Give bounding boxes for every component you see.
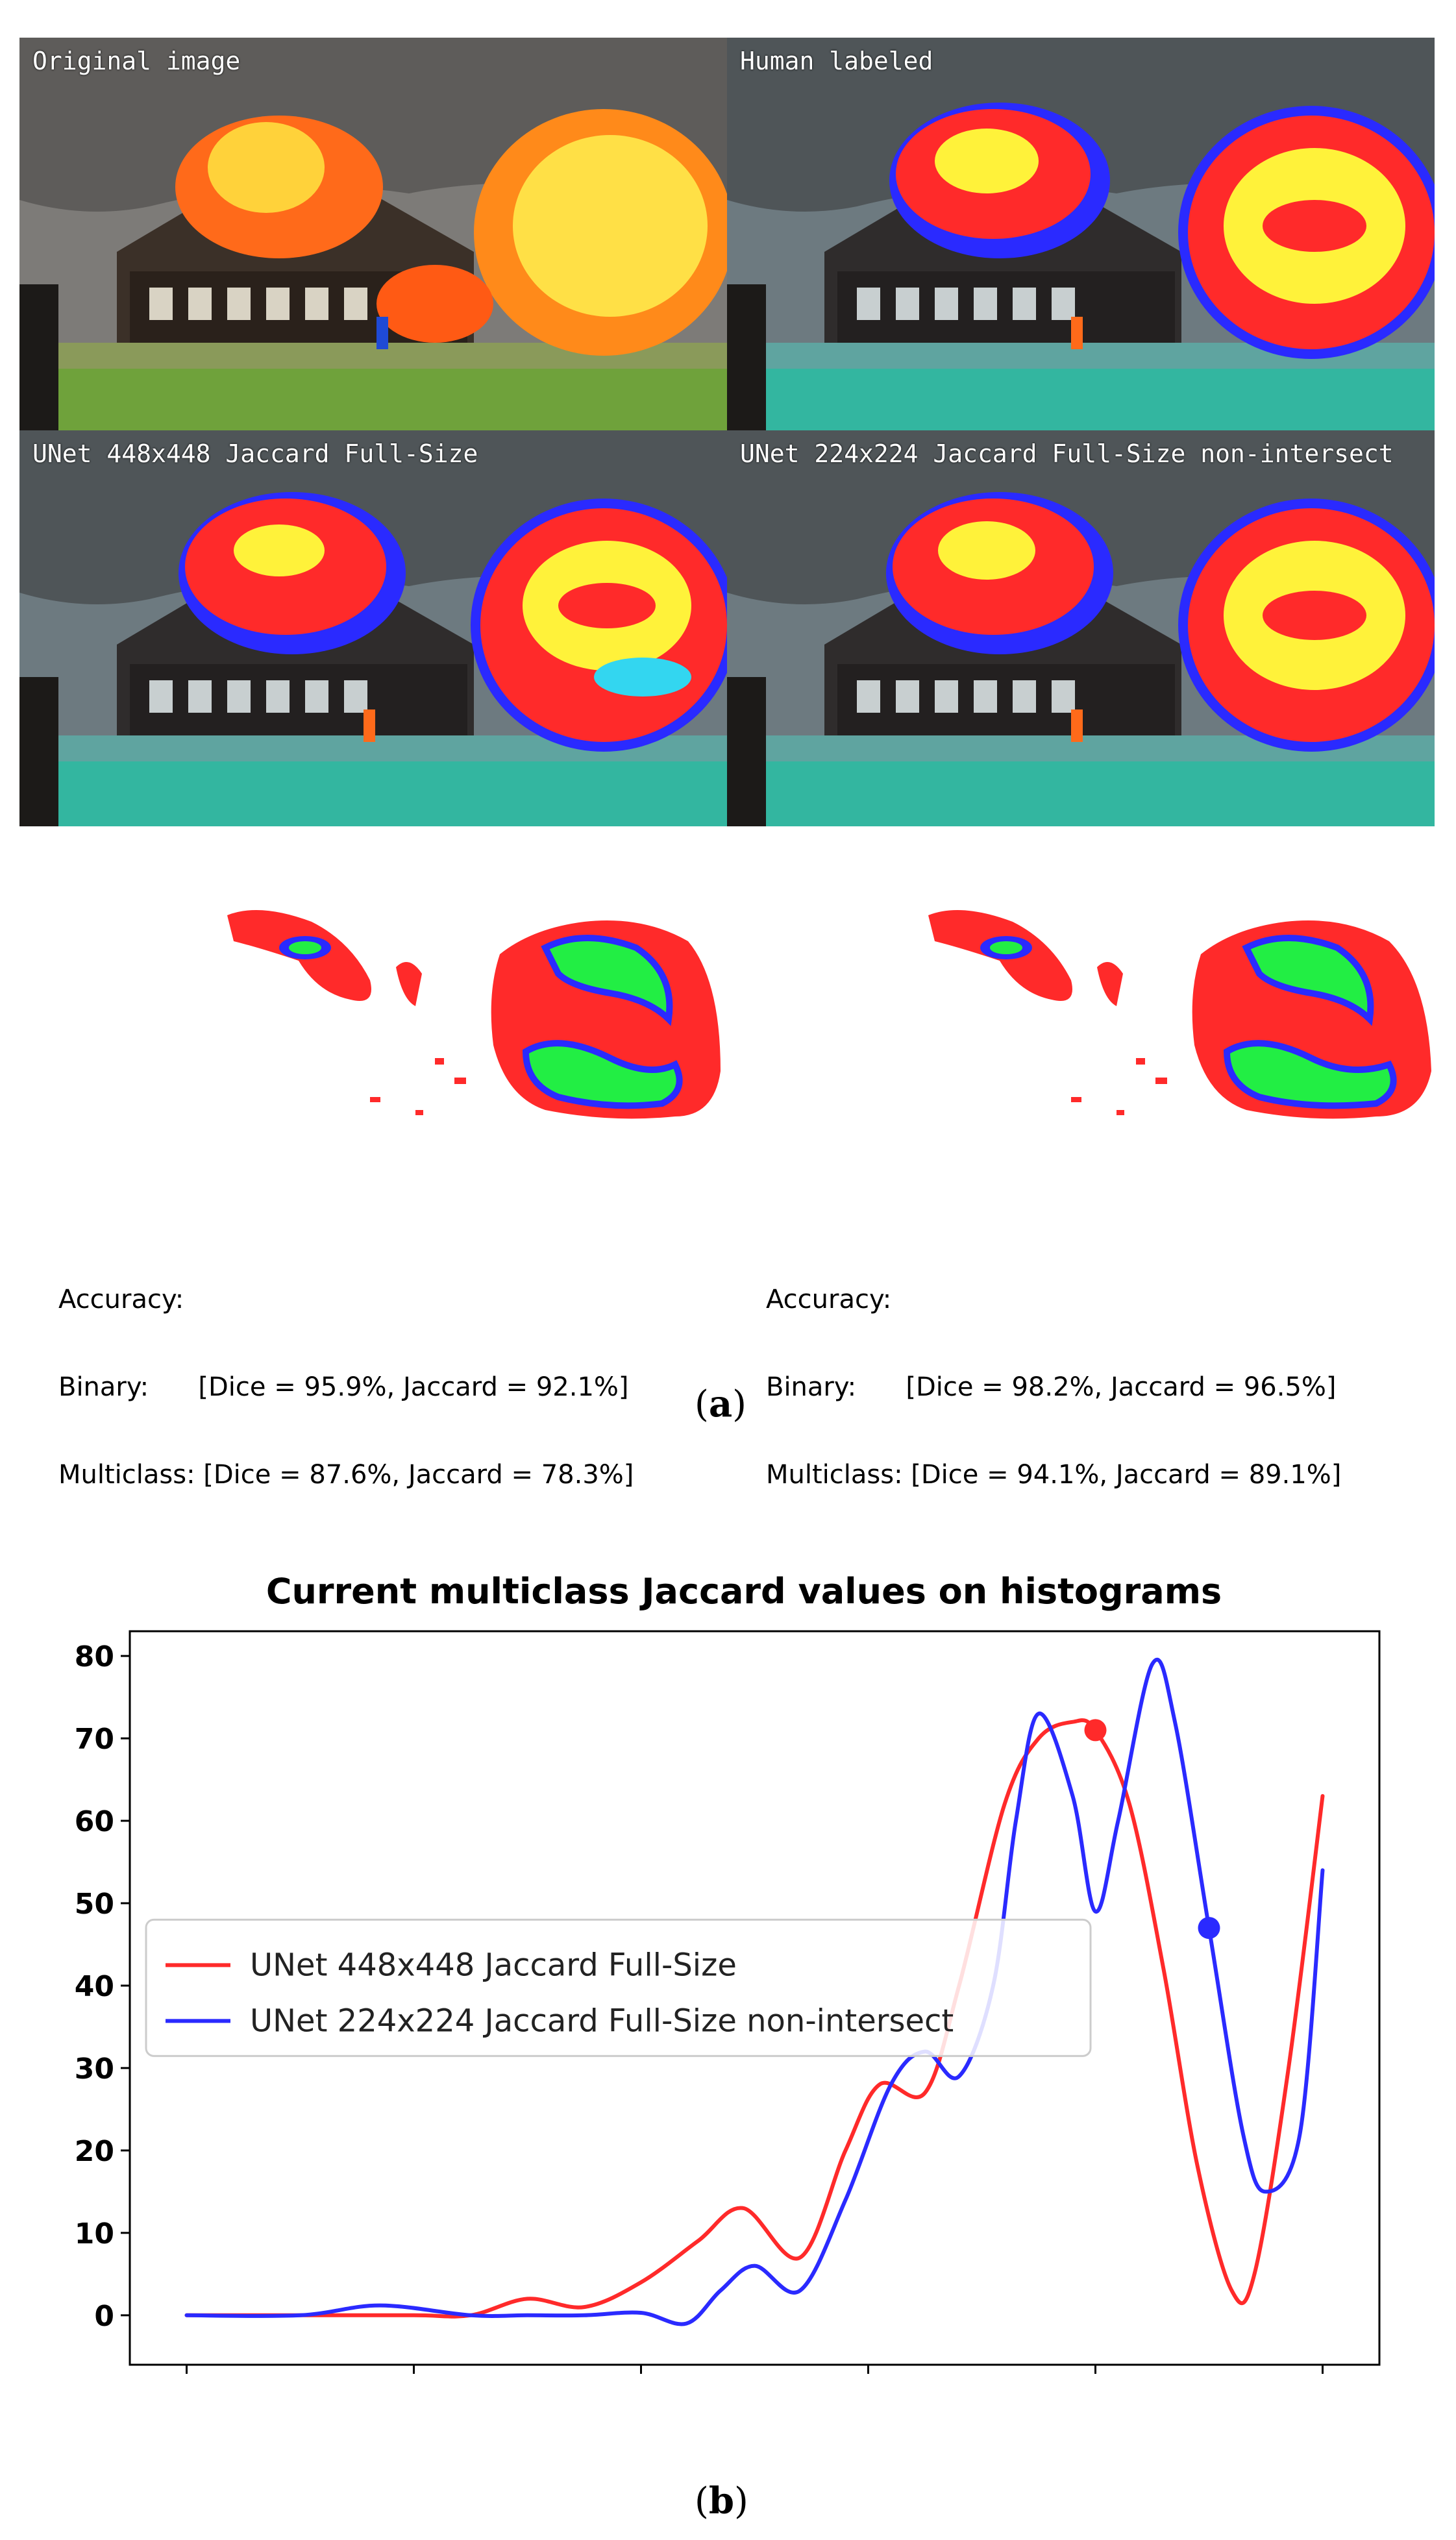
photo-unet-224: UNet 224x224 Jaccard Full-Size non-inter… bbox=[727, 430, 1435, 826]
y-tick-label: 80 bbox=[75, 1640, 114, 1673]
caption-b-close: ) bbox=[734, 2480, 748, 2522]
accuracy-block-224: Accuracy: Binary: [Dice = 98.2%, Jaccard… bbox=[766, 1227, 1341, 1519]
accuracy-multiclass: Multiclass: [Dice = 87.6%, Jaccard = 78.… bbox=[58, 1460, 634, 1490]
y-tick-label: 10 bbox=[75, 2217, 114, 2250]
accuracy-binary: Binary: [Dice = 98.2%, Jaccard = 96.5%] bbox=[766, 1372, 1337, 1402]
photo-human-labeled: Human labeled bbox=[727, 38, 1435, 430]
legend-label-2: UNet 224x224 Jaccard Full-Size non-inter… bbox=[250, 2003, 954, 2039]
segmentation-mask-448 bbox=[221, 902, 727, 1123]
caption-b: (b) bbox=[695, 2480, 748, 2522]
x-axis: 020406080100 bbox=[186, 2365, 1324, 2374]
segmentation-mask-224 bbox=[922, 902, 1441, 1123]
panel-title: Original image bbox=[32, 47, 241, 75]
accuracy-heading: Accuracy: bbox=[766, 1285, 892, 1314]
legend-label-1: UNet 448x448 Jaccard Full-Size bbox=[250, 1947, 737, 1983]
y-tick-label: 70 bbox=[75, 1723, 114, 1756]
accuracy-multiclass: Multiclass: [Dice = 94.1%, Jaccard = 89.… bbox=[766, 1460, 1342, 1490]
y-tick-label: 60 bbox=[75, 1805, 114, 1838]
panel-title: Human labeled bbox=[740, 47, 933, 75]
jaccard-line-chart: Current multiclass Jaccard values on his… bbox=[75, 1571, 1381, 2374]
panel-title: UNet 224x224 Jaccard Full-Size non-inter… bbox=[740, 439, 1394, 468]
caption-a-open: ( bbox=[695, 1383, 709, 1425]
y-axis: 0 10 20 30 40 50 60 70 80 bbox=[75, 1640, 130, 2333]
y-tick-label: 30 bbox=[75, 2053, 114, 2086]
panel-title: UNet 448x448 Jaccard Full-Size bbox=[32, 439, 478, 468]
caption-a: (a) bbox=[695, 1383, 747, 1425]
chart-title: Current multiclass Jaccard values on his… bbox=[266, 1571, 1222, 1612]
series-marker-1 bbox=[1084, 1719, 1107, 1742]
plot-area bbox=[129, 1630, 1381, 2366]
caption-a-close: ) bbox=[732, 1383, 747, 1425]
accuracy-block-448: Accuracy: Binary: [Dice = 95.9%, Jaccard… bbox=[58, 1227, 634, 1519]
photo-original: Original image bbox=[19, 38, 727, 430]
legend: UNet 448x448 Jaccard Full-Size UNet 224x2… bbox=[145, 1918, 1092, 2057]
legend-box bbox=[145, 1918, 1092, 2057]
caption-a-letter: a bbox=[708, 1383, 733, 1425]
series-marker-2 bbox=[1198, 1917, 1220, 1940]
y-tick-label: 50 bbox=[75, 1888, 114, 1921]
caption-b-letter: b bbox=[708, 2480, 735, 2522]
y-tick-label: 0 bbox=[94, 2300, 114, 2333]
photo-unet-448: UNet 448x448 Jaccard Full-Size bbox=[19, 430, 727, 826]
y-tick-label: 20 bbox=[75, 2135, 114, 2168]
caption-b-open: ( bbox=[695, 2480, 709, 2522]
y-tick-label: 40 bbox=[75, 1970, 114, 2003]
accuracy-heading: Accuracy: bbox=[58, 1285, 184, 1314]
accuracy-binary: Binary: [Dice = 95.9%, Jaccard = 92.1%] bbox=[58, 1372, 629, 1402]
